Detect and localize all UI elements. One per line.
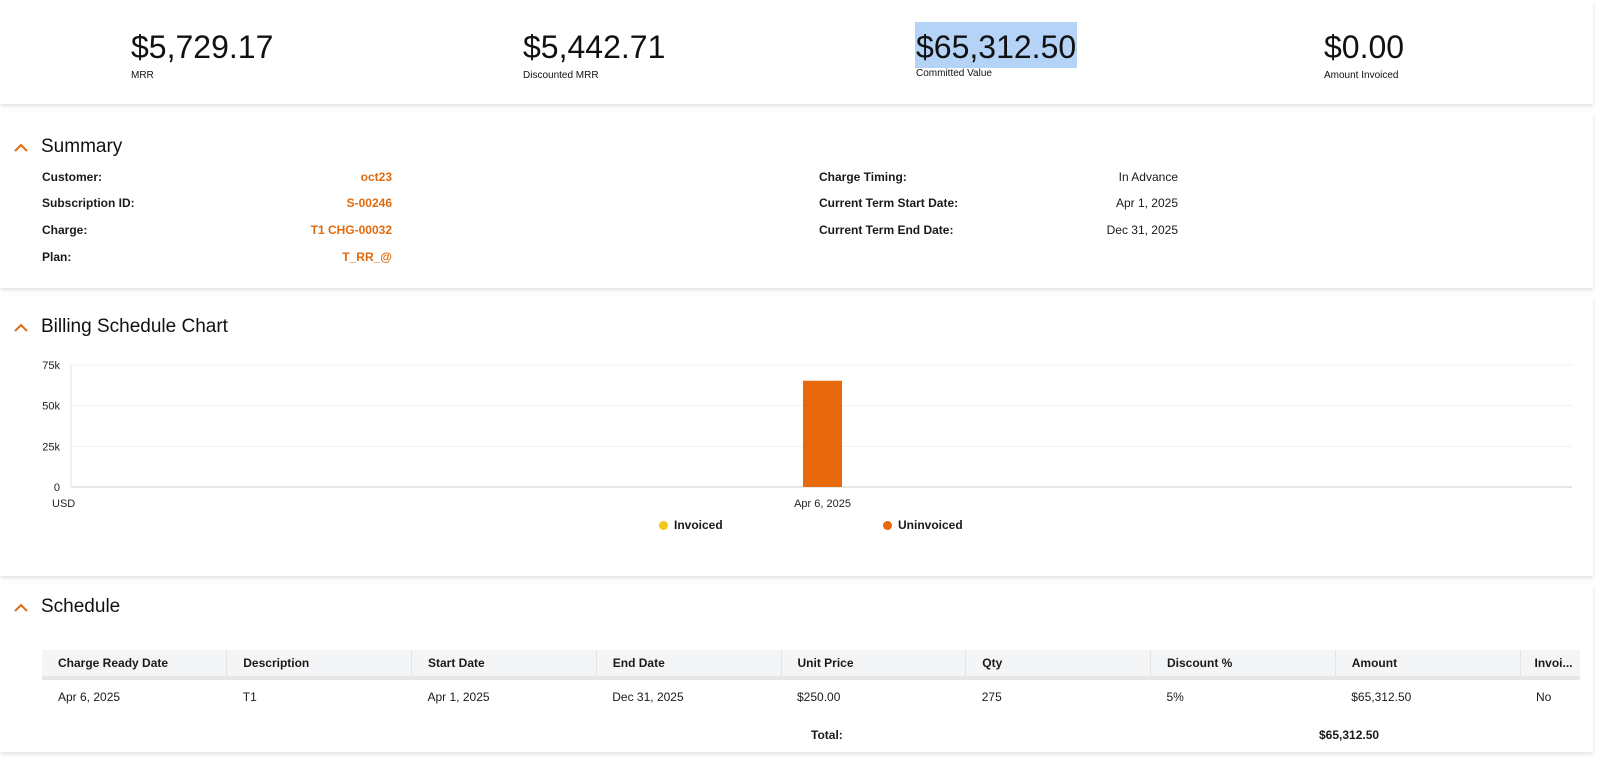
metric-label: Discounted MRR — [523, 70, 599, 81]
table-cell: Apr 6, 2025 — [58, 690, 121, 704]
metric-discounted-mrr: $5,442.71 Discounted MRR — [523, 28, 665, 81]
table-cell: $250.00 — [797, 690, 841, 704]
chevron-up-icon[interactable] — [12, 598, 30, 616]
section-title: Schedule — [41, 596, 121, 617]
x-axis-unit-label: USD — [52, 498, 75, 510]
billing-chart: 0 25k 50k 75k USD Apr 6, 2025 — [42, 360, 1572, 510]
column-header[interactable]: Charge Ready Date — [42, 650, 228, 680]
column-header[interactable]: Discount % — [1150, 650, 1336, 680]
metric-value: $65,312.50 — [915, 22, 1078, 68]
schedule-card: Schedule Charge Ready Date Description S… — [0, 584, 1593, 752]
charge-link[interactable]: T1 CHG-00032 — [310, 223, 392, 237]
metric-amount-invoiced: $0.00 Amount Invoiced — [1324, 28, 1404, 81]
y-tick-label: 25k — [42, 441, 60, 453]
term-end-label: Current Term End Date: — [819, 223, 954, 237]
section-title: Summary — [41, 136, 123, 157]
chart-header: Billing Schedule Chart — [12, 316, 228, 338]
column-header[interactable]: Qty — [965, 650, 1151, 680]
chevron-up-icon[interactable] — [12, 318, 30, 336]
metrics-card: $5,729.17 MRR $5,442.71 Discounted MRR $… — [0, 0, 1593, 104]
table-cell: No — [1536, 690, 1552, 704]
bar-uninvoiced — [803, 380, 842, 487]
subscription-id-label: Subscription ID: — [42, 196, 135, 210]
metric-label: MRR — [131, 70, 154, 81]
table-row[interactable]: Apr 6, 2025 T1 Apr 1, 2025 Dec 31, 2025 … — [42, 678, 1580, 714]
legend-dot — [883, 520, 892, 530]
table-cell: T1 — [242, 690, 257, 704]
x-tick-label: Apr 6, 2025 — [794, 498, 851, 510]
metric-value: $5,442.71 — [523, 29, 666, 65]
customer-link[interactable]: oct23 — [360, 170, 392, 184]
table-cell: 5% — [1166, 690, 1184, 704]
subscription-id-link[interactable]: S-00246 — [346, 196, 392, 210]
term-end-value: Dec 31, 2025 — [1106, 223, 1178, 237]
term-start-value: Apr 1, 2025 — [1115, 196, 1178, 210]
metric-committed-value: $65,312.50 Committed Value — [915, 22, 1078, 79]
total-label: Total: — [811, 728, 843, 742]
y-tick-label: 0 — [54, 482, 60, 494]
term-start-label: Current Term Start Date: — [819, 196, 959, 210]
metric-label: Committed Value — [916, 68, 992, 79]
metric-mrr: $5,729.17 MRR — [131, 28, 273, 81]
plan-label: Plan: — [42, 250, 72, 264]
column-header[interactable]: Unit Price — [781, 650, 967, 680]
summary-card: Summary Customer: oct23 Subscription ID:… — [0, 112, 1593, 288]
section-title: Billing Schedule Chart — [41, 316, 228, 337]
charge-label: Charge: — [42, 223, 88, 237]
table-header-row: Charge Ready Date Description Start Date… — [42, 650, 1580, 680]
chevron-up-icon[interactable] — [12, 138, 30, 156]
total-value: $65,312.50 — [1319, 728, 1380, 742]
table-cell: $65,312.50 — [1351, 690, 1412, 704]
column-header[interactable]: Start Date — [411, 650, 597, 680]
legend-label: Invoiced — [674, 518, 723, 532]
table-cell: Apr 1, 2025 — [427, 690, 490, 704]
column-header[interactable]: Description — [226, 650, 412, 680]
column-header[interactable]: Invoi... — [1520, 650, 1580, 680]
legend-label: Uninvoiced — [898, 518, 963, 532]
legend-uninvoiced[interactable]: Uninvoiced — [883, 518, 963, 532]
summary-header: Summary — [12, 136, 122, 158]
schedule-table: Charge Ready Date Description Start Date… — [42, 650, 1580, 714]
y-tick-label: 50k — [42, 401, 60, 413]
customer-label: Customer: — [42, 170, 103, 184]
column-header[interactable]: Amount — [1335, 650, 1521, 680]
table-cell: Dec 31, 2025 — [612, 690, 684, 704]
y-tick-label: 75k — [42, 360, 60, 372]
charge-timing-label: Charge Timing: — [819, 170, 907, 184]
metric-value: $0.00 — [1324, 29, 1405, 65]
schedule-header: Schedule — [12, 596, 120, 618]
billing-chart-card: Billing Schedule Chart 0 25k 50k 75k USD Apr … — [0, 296, 1593, 576]
table-cell: 275 — [981, 690, 1002, 704]
legend-invoiced[interactable]: Invoiced — [659, 518, 723, 532]
charge-timing-value: In Advance — [1118, 170, 1178, 184]
metric-value: $5,729.17 — [131, 29, 274, 65]
column-header[interactable]: End Date — [596, 650, 782, 680]
plan-link[interactable]: T_RR_@ — [342, 250, 392, 264]
legend-dot — [659, 520, 668, 530]
metric-label: Amount Invoiced — [1324, 70, 1399, 81]
